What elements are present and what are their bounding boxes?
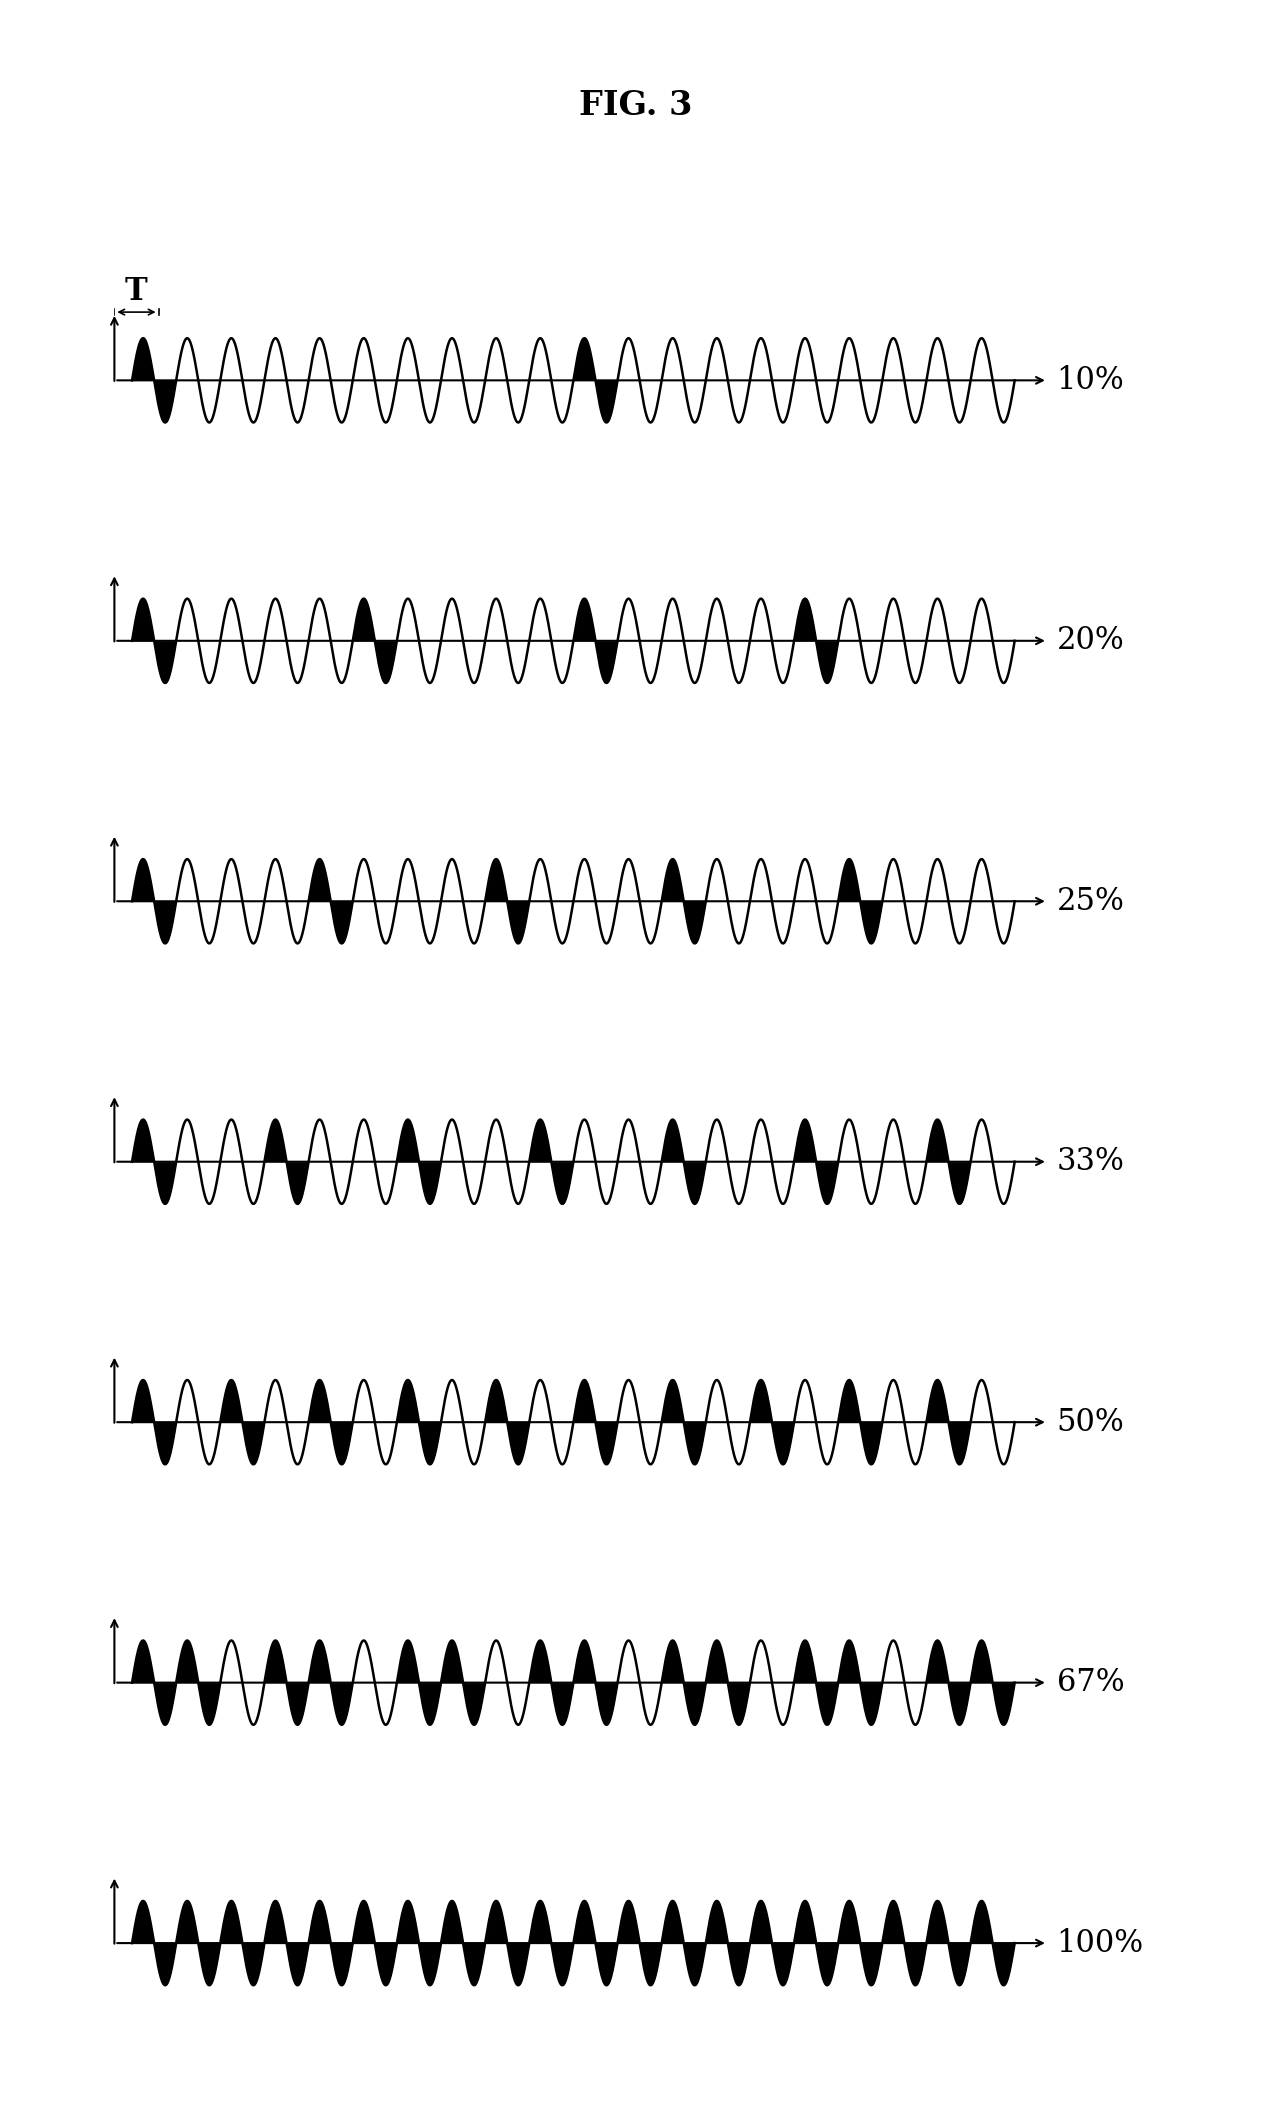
Text: 10%: 10% [1056,365,1125,396]
Text: 67%: 67% [1056,1666,1125,1698]
Text: 20%: 20% [1056,625,1125,657]
Text: 25%: 25% [1056,886,1125,916]
Text: 50%: 50% [1056,1408,1125,1437]
Text: 33%: 33% [1056,1147,1125,1177]
Text: FIG. 3: FIG. 3 [578,89,693,123]
Text: 100%: 100% [1056,1927,1144,1959]
Text: T: T [125,276,147,307]
